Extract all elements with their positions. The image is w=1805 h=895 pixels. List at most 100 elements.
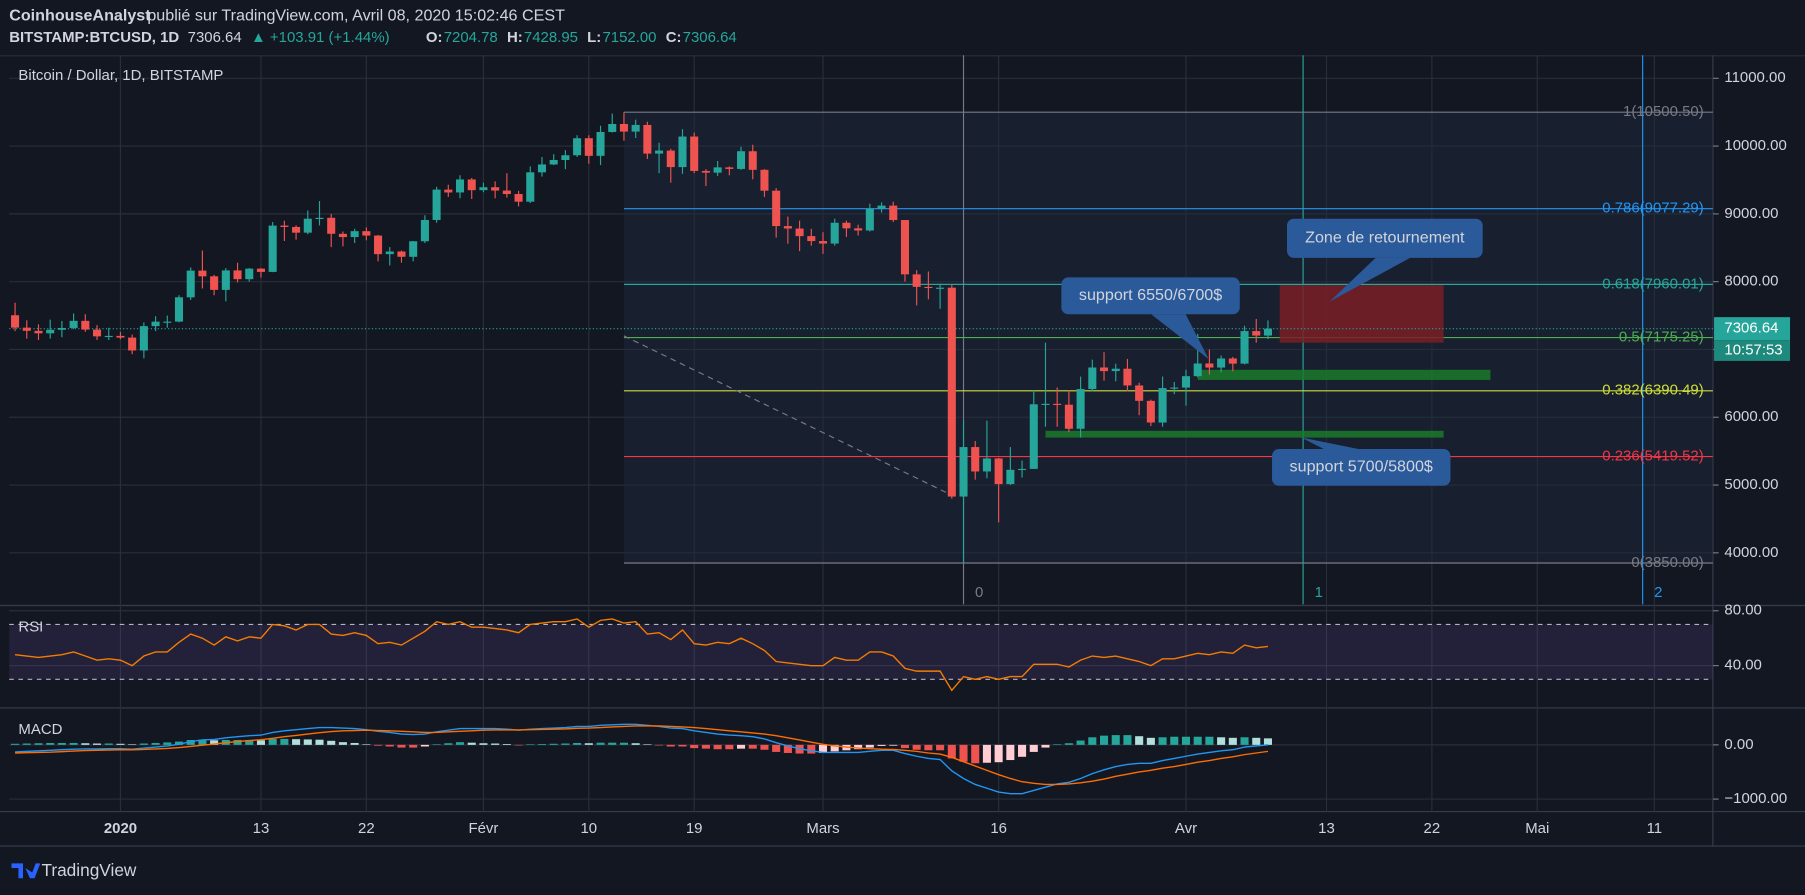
candle-body xyxy=(737,151,746,169)
candle-body xyxy=(912,274,921,287)
candle-body xyxy=(748,151,757,170)
footer: TradingView xyxy=(11,860,137,880)
candle-body xyxy=(900,220,909,275)
macd-histogram-bar xyxy=(725,744,734,750)
candle-body xyxy=(210,276,219,290)
zone xyxy=(1045,430,1444,438)
time-fib-label: 0 xyxy=(975,584,983,601)
candle-body xyxy=(549,159,558,165)
macd-histogram-bar xyxy=(584,743,593,745)
macd-histogram-bar xyxy=(1029,744,1038,752)
callout xyxy=(1061,277,1240,315)
candle-body xyxy=(315,217,324,219)
macd-histogram-bar xyxy=(877,744,886,746)
y-tick-label: 5000.00 xyxy=(1724,476,1778,493)
candle-body xyxy=(865,208,874,231)
macd-histogram-bar xyxy=(81,743,90,745)
macd-histogram-bar xyxy=(350,742,359,745)
y-tick-label: 0.00 xyxy=(1724,736,1753,753)
macd-histogram-bar xyxy=(397,744,406,748)
candle-body xyxy=(690,136,699,171)
macd-histogram-bar xyxy=(455,742,465,745)
macd-histogram-bar xyxy=(830,744,839,752)
macd-histogram-bar xyxy=(900,744,909,749)
countdown: 10:57:53 xyxy=(1724,341,1782,358)
candle-body xyxy=(57,327,66,330)
x-tick-label: 2020 xyxy=(104,820,137,837)
candle-body xyxy=(877,205,886,209)
candle-body xyxy=(139,326,148,351)
candle-body xyxy=(959,447,968,497)
candle-body xyxy=(1205,363,1214,368)
candle-body xyxy=(584,138,593,156)
macd-histogram-bar xyxy=(139,743,148,745)
header: CoinhouseAnalyst publié sur TradingView.… xyxy=(9,6,565,46)
fib-label: 0.5(7175.25) xyxy=(1619,329,1704,346)
change: ▲ +103.91 (+1.44%) xyxy=(251,29,390,46)
macd-histogram-bar xyxy=(1146,737,1155,745)
candle-body xyxy=(420,219,429,242)
candle-body xyxy=(479,187,488,191)
candle-body xyxy=(432,189,441,220)
x-tick-label: Févr xyxy=(468,820,498,837)
candle-body xyxy=(128,337,137,351)
macd-histogram-bar xyxy=(1006,744,1015,761)
macd-histogram-bar xyxy=(1205,736,1214,745)
macd-histogram-bar xyxy=(1018,744,1027,757)
candle-body xyxy=(666,150,675,168)
candle-body xyxy=(1252,331,1261,336)
candle-body xyxy=(1088,367,1097,390)
brand: TradingView xyxy=(41,860,136,880)
fib-label: 1(10500.50) xyxy=(1623,103,1704,120)
candle-body xyxy=(818,241,828,244)
macd-histogram-bar xyxy=(479,743,488,745)
candle-body xyxy=(537,164,547,173)
macd-histogram-bar xyxy=(514,744,523,746)
candle-body xyxy=(46,329,55,334)
countdown-tag xyxy=(1714,340,1791,361)
candle-body xyxy=(1018,468,1027,471)
macd-histogram-bar xyxy=(854,744,863,750)
candle-body xyxy=(350,231,359,238)
candle-body xyxy=(34,330,43,334)
y-tick-label: −1000.00 xyxy=(1724,790,1787,807)
candle-body xyxy=(994,458,1003,485)
candle-body xyxy=(338,233,347,238)
candle-body xyxy=(116,335,125,338)
macd-histogram-bar xyxy=(22,743,31,745)
macd-histogram-bar xyxy=(912,744,921,750)
ohlc-value: 7152.00 xyxy=(602,29,656,46)
macd-histogram-bar xyxy=(1099,735,1109,745)
macd-histogram-bar xyxy=(104,743,113,745)
candle-body xyxy=(256,268,265,272)
candle-body xyxy=(92,329,102,337)
candle-body xyxy=(467,179,476,191)
macd-histogram-bar xyxy=(374,744,383,746)
candle-body xyxy=(198,270,207,277)
macd-histogram-bar xyxy=(362,744,371,745)
candle-body xyxy=(397,251,406,257)
candle-body xyxy=(713,167,722,173)
candle-body xyxy=(69,320,78,328)
candle-body xyxy=(795,228,804,237)
callout-pointer xyxy=(1329,257,1411,302)
candle-body xyxy=(783,226,792,229)
rsi-band xyxy=(9,624,1713,680)
rsi-line xyxy=(14,618,1269,692)
candle-body xyxy=(1263,328,1272,336)
macd-histogram-bar xyxy=(643,744,652,745)
macd-histogram-bar xyxy=(432,744,441,745)
candle-body xyxy=(104,335,113,338)
candle-body xyxy=(631,124,640,132)
macd-histogram-bar xyxy=(256,740,265,745)
ohlc-key: L: xyxy=(587,29,601,46)
macd-histogram-bar xyxy=(760,744,769,750)
price: 7306.64 xyxy=(188,29,242,46)
macd-line xyxy=(15,725,1269,786)
macd-histogram-bar xyxy=(936,744,945,751)
macd-histogram-bar xyxy=(924,744,933,751)
macd-histogram-bar xyxy=(889,744,898,746)
macd-histogram-bar xyxy=(303,739,312,745)
macd-histogram-bar xyxy=(818,744,828,754)
macd-histogram-bar xyxy=(1076,740,1085,745)
